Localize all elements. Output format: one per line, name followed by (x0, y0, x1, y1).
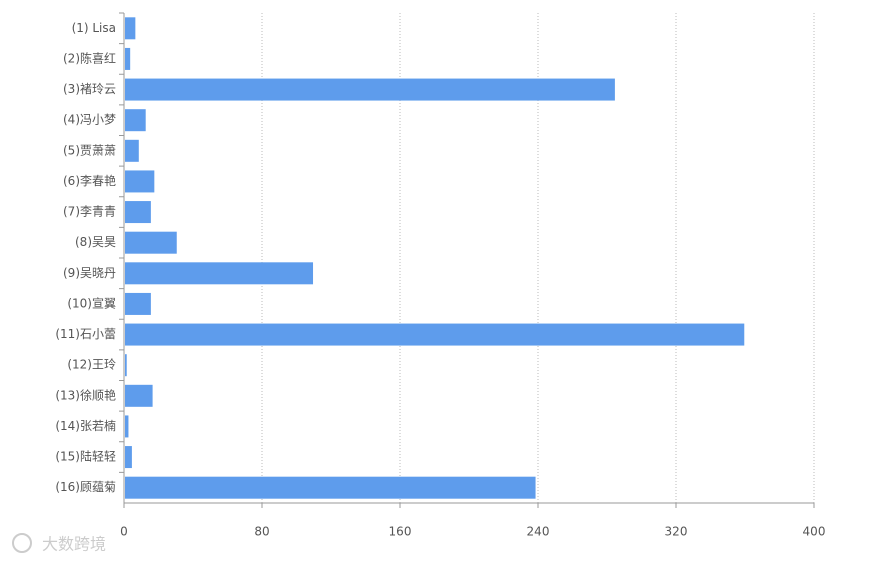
bar (125, 415, 129, 438)
y-tick-label: (9)吴晓丹 (63, 266, 116, 280)
y-tick-label: (6)李春艳 (63, 173, 116, 188)
y-tick-label: (5)贾萧萧 (63, 143, 116, 157)
y-tick-label: (13)徐顺艳 (55, 387, 116, 402)
y-tick-label: (3)褚玲云 (63, 82, 116, 96)
bar (125, 109, 146, 132)
y-tick-label: (14)张若楠 (55, 418, 116, 433)
y-tick-label: (1) Lisa (72, 21, 116, 35)
y-tick-label: (16)顾蕴菊 (55, 480, 116, 494)
bar (125, 231, 177, 254)
bar (125, 292, 151, 315)
bar (125, 47, 131, 70)
y-tick-label: (10)宣翼 (67, 295, 116, 310)
x-tick-label: 0 (120, 525, 128, 539)
y-tick-label: (12)王玲 (67, 358, 116, 372)
y-tick-label: (7)李青青 (63, 204, 116, 219)
bar (125, 78, 615, 101)
bar (125, 446, 132, 469)
bar (125, 476, 536, 499)
bar (125, 201, 151, 224)
bar (125, 354, 127, 377)
bar (125, 17, 136, 40)
watermark: 大数跨境 (42, 535, 106, 554)
bar (125, 139, 139, 162)
x-tick-label: 320 (665, 525, 688, 539)
x-tick-label: 160 (389, 525, 412, 539)
x-tick-label: 400 (803, 525, 826, 539)
x-tick-label: 80 (254, 525, 269, 539)
bar (125, 170, 155, 193)
y-tick-label: (11)石小蕾 (55, 327, 116, 341)
y-tick-label: (15)陆轻轻 (55, 449, 116, 464)
y-tick-label: (8)吴昊 (75, 235, 116, 249)
bar (125, 323, 745, 346)
bar (125, 384, 153, 407)
x-tick-label: 240 (527, 525, 550, 539)
watermark-logo (12, 533, 32, 553)
y-tick-label: (2)陈喜红 (63, 50, 116, 65)
y-tick-label: (4)冯小梦 (63, 113, 116, 127)
bar (125, 262, 314, 285)
